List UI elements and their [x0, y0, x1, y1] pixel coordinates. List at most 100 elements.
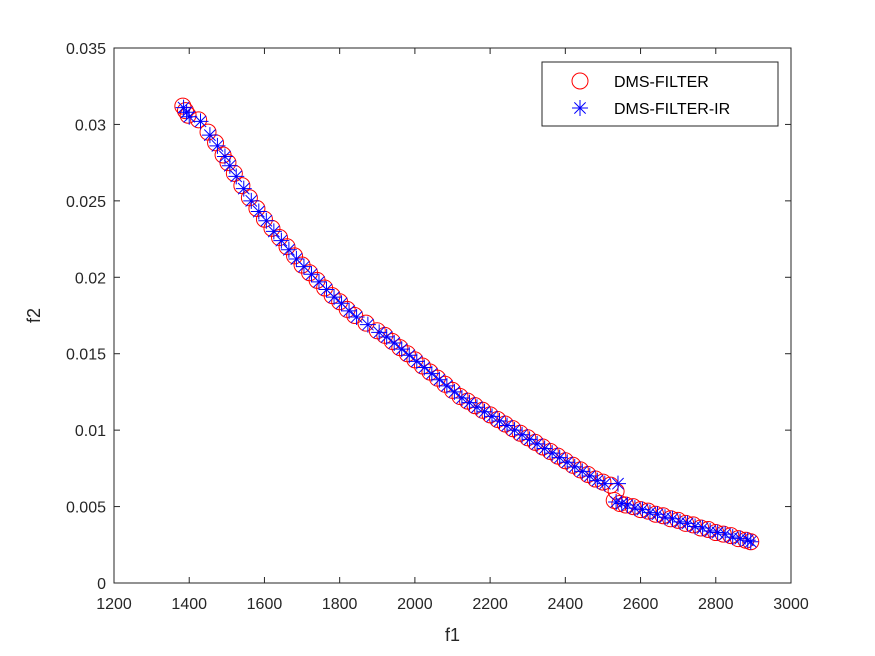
data-point-circle: [176, 102, 194, 120]
data-point-asterisk: [378, 328, 395, 345]
data-point-asterisk: [732, 530, 749, 547]
data-point-asterisk: [514, 426, 531, 443]
data-point-asterisk: [192, 113, 209, 130]
data-point-asterisk: [235, 180, 252, 197]
data-point-asterisk: [243, 192, 260, 209]
data-point-asterisk: [566, 458, 583, 475]
x-tick-label: 1400: [171, 596, 207, 613]
x-axis-label: f1: [445, 625, 460, 645]
data-point-asterisk: [431, 371, 448, 388]
data-point-asterisk: [446, 383, 463, 400]
data-point-asterisk: [310, 273, 327, 290]
data-point-asterisk: [483, 408, 500, 425]
data-point-asterisk: [461, 394, 478, 411]
data-point-asterisk: [221, 157, 238, 174]
data-point-asterisk: [613, 495, 630, 512]
y-axis-label: f2: [24, 308, 44, 323]
data-point-asterisk: [295, 258, 312, 275]
y-tick-label: 0.005: [66, 500, 106, 517]
x-tick-label: 1800: [322, 596, 358, 613]
data-point-asterisk: [717, 526, 734, 543]
data-point-asterisk: [468, 399, 485, 416]
data-point-asterisk: [596, 475, 613, 492]
data-point-asterisk: [491, 412, 508, 429]
data-point-asterisk: [657, 509, 674, 526]
data-point-circle: [594, 473, 612, 491]
data-point-asterisk: [529, 435, 546, 452]
x-tick-label: 2400: [548, 596, 584, 613]
data-point-asterisk: [181, 108, 198, 125]
data-point-asterisk: [303, 266, 320, 283]
data-point-asterisk: [702, 523, 719, 540]
x-tick-label: 2600: [623, 596, 659, 613]
axis-ticks: 1200 1400 1600 1800 2000 2200 2400 2600 2800 3000…: [66, 41, 809, 613]
data-point-circle: [174, 97, 192, 115]
series-dms-filter: [174, 97, 760, 551]
data-point-asterisk: [536, 440, 553, 457]
data-point-asterisk: [386, 335, 403, 352]
data-point-asterisk: [408, 353, 425, 370]
data-point-asterisk: [265, 223, 282, 240]
data-point-asterisk: [608, 493, 625, 510]
plot-area-frame: [113, 47, 792, 584]
data-point-asterisk: [228, 168, 245, 185]
y-tick-label: 0: [97, 576, 106, 593]
x-tick-label: 1600: [247, 596, 283, 613]
data-point-circle: [190, 111, 208, 129]
x-tick-label: 1200: [96, 596, 132, 613]
data-point-asterisk: [574, 463, 591, 480]
data-point-asterisk: [288, 250, 305, 267]
legend-circle-icon: [571, 72, 589, 90]
data-point-asterisk: [559, 454, 576, 471]
data-point-asterisk: [664, 510, 681, 527]
data-point-asterisk: [326, 289, 343, 306]
data-point-asterisk: [333, 295, 350, 312]
data-point-asterisk: [393, 341, 410, 358]
data-point-asterisk: [438, 377, 455, 394]
legend: DMS-FILTER DMS-FILTER-IR: [541, 61, 779, 127]
x-tick-label: 3000: [773, 596, 809, 613]
data-point-asterisk: [280, 241, 297, 258]
legend-marker-asterisk: [572, 100, 588, 116]
data-point-asterisk: [250, 203, 267, 220]
x-tick-label: 2000: [397, 596, 433, 613]
data-point-asterisk: [216, 148, 233, 165]
x-tick-label: 2800: [698, 596, 734, 613]
data-point-asterisk: [201, 127, 218, 144]
data-point-asterisk: [589, 472, 606, 489]
data-point-asterisk: [709, 524, 726, 541]
y-tick-label: 0.02: [75, 270, 106, 287]
data-point-asterisk: [679, 515, 696, 532]
legend-marker-circle: [571, 72, 589, 90]
data-point-asterisk: [609, 475, 626, 492]
y-tick-label: 0.035: [66, 41, 106, 58]
series-dms-filter-ir: [175, 99, 759, 550]
legend-asterisk-icon: [572, 100, 588, 116]
x-tick-label: 2200: [472, 596, 508, 613]
data-point-asterisk: [634, 501, 651, 518]
data-point-asterisk: [423, 365, 440, 382]
data-point-asterisk: [401, 347, 418, 364]
data-point-asterisk: [348, 309, 365, 326]
data-point-asterisk: [178, 104, 195, 121]
data-point-asterisk: [341, 302, 358, 319]
data-point-asterisk: [626, 500, 643, 517]
data-point-asterisk: [258, 212, 275, 229]
data-point-asterisk: [581, 468, 598, 484]
legend-entry-dms-filter-ir: DMS-FILTER-IR: [614, 101, 730, 118]
y-tick-label: 0.015: [66, 347, 106, 364]
data-point-circle: [219, 154, 237, 172]
y-tick-label: 0.03: [75, 117, 106, 134]
data-point-asterisk: [506, 422, 523, 439]
data-point-asterisk: [641, 504, 658, 521]
data-point-asterisk: [273, 232, 290, 249]
data-point-asterisk: [416, 359, 433, 376]
data-point-asterisk: [476, 403, 493, 420]
data-point-asterisk: [739, 532, 756, 549]
data-point-asterisk: [619, 497, 636, 514]
data-point-asterisk: [694, 519, 711, 536]
data-point-asterisk: [318, 281, 335, 298]
plot-marks: [174, 97, 760, 551]
data-point-asterisk: [649, 506, 666, 523]
